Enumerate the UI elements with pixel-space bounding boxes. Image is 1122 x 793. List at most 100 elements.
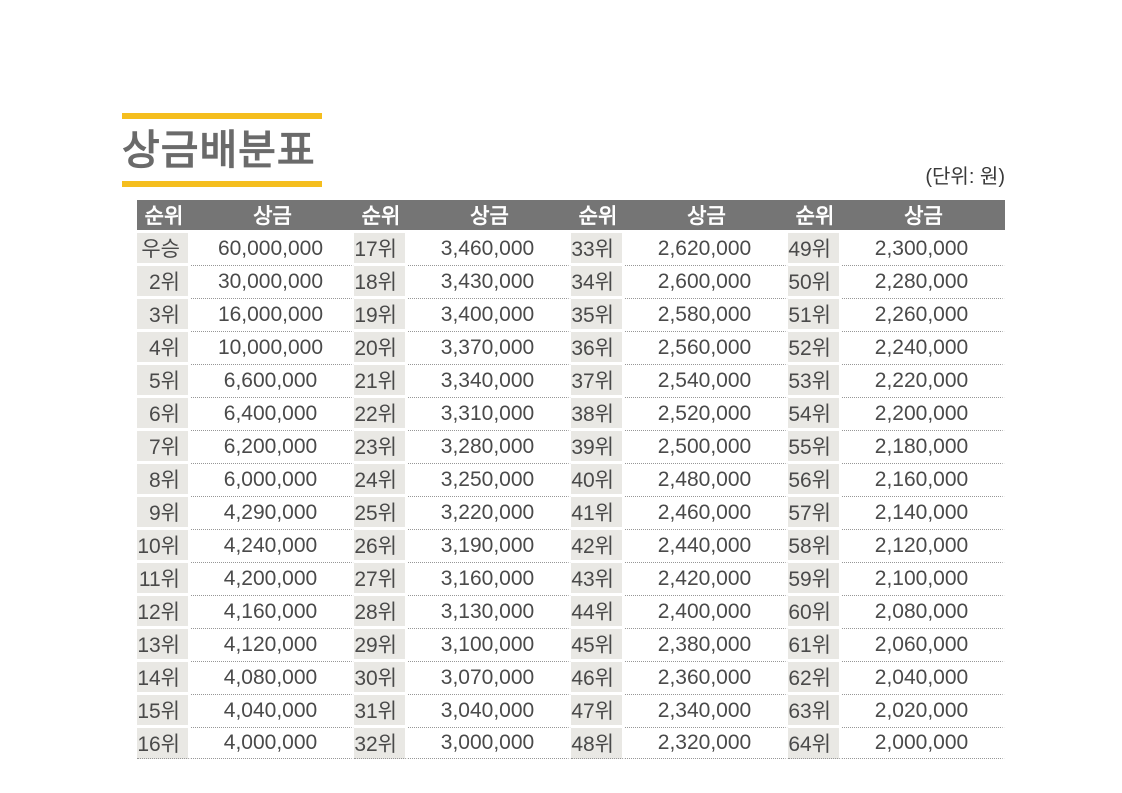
rank-cell: 33위 [571,233,625,266]
prize-amount-cell: 2,440,000 [625,530,788,563]
prize-table-row: 7위 6,200,000 23위 3,280,000 39위 2,500,000 55위 2,… [137,431,1005,464]
column-header-prize: 상금 [842,200,1005,233]
column-header-rank: 순위 [137,200,191,233]
rank-cell: 31위 [354,695,408,728]
rank-cell: 16위 [137,728,191,759]
rank-cell: 29위 [354,629,408,662]
rank-cell: 6위 [137,398,191,431]
prize-table-row: 5위 6,600,000 21위 3,340,000 37위 2,540,000 53위 2,… [137,365,1005,398]
page-title: 상금배분표 [122,127,316,173]
prize-table-row: 15위 4,040,000 31위 3,040,000 47위 2,340,000 63위 2… [137,695,1005,728]
rank-cell: 51위 [788,299,842,332]
rank-cell: 48위 [571,728,625,759]
prize-amount-cell: 3,000,000 [408,728,571,759]
rank-cell: 55위 [788,431,842,464]
rank-cell: 35위 [571,299,625,332]
prize-amount-cell: 4,000,000 [191,728,354,759]
rank-cell: 30위 [354,662,408,695]
rank-cell: 24위 [354,464,408,497]
rank-cell: 49위 [788,233,842,266]
rank-cell: 19위 [354,299,408,332]
prize-amount-cell: 2,380,000 [625,629,788,662]
prize-amount-cell: 3,040,000 [408,695,571,728]
prize-amount-cell: 3,250,000 [408,464,571,497]
rank-cell: 64위 [788,728,842,759]
prize-table-row: 4위 10,000,000 20위 3,370,000 36위 2,560,000 52위 2… [137,332,1005,365]
prize-table-header-row: 순위 상금 순위 상금 순위 상금 순위 상금 [137,200,1005,233]
prize-table-row: 우승 60,000,000 17위 3,460,000 33위 2,620,000 49위 2… [137,233,1005,266]
rank-cell: 우승 [137,233,191,266]
prize-table-row: 6위 6,400,000 22위 3,310,000 38위 2,520,000 54위 2,… [137,398,1005,431]
prize-amount-cell: 3,220,000 [408,497,571,530]
prize-amount-cell: 4,200,000 [191,563,354,596]
rank-cell: 32위 [354,728,408,759]
prize-table-row: 16위 4,000,000 32위 3,000,000 48위 2,320,000 64위 2… [137,728,1005,759]
prize-amount-cell: 2,180,000 [842,431,1005,464]
rank-cell: 37위 [571,365,625,398]
prize-table: 순위 상금 순위 상금 순위 상금 순위 상금 우승 60,000,000 17위 3… [137,200,1005,759]
rank-cell: 10위 [137,530,191,563]
rank-cell: 3위 [137,299,191,332]
title-block: 상금배분표 [122,113,322,187]
prize-amount-cell: 3,340,000 [408,365,571,398]
prize-amount-cell: 2,300,000 [842,233,1005,266]
prize-amount-cell: 2,360,000 [625,662,788,695]
title-accent-line-bottom [122,181,322,187]
rank-cell: 18위 [354,266,408,299]
prize-amount-cell: 2,600,000 [625,266,788,299]
prize-amount-cell: 2,480,000 [625,464,788,497]
prize-table-row: 13위 4,120,000 29위 3,100,000 45위 2,380,000 61위 2… [137,629,1005,662]
rank-cell: 27위 [354,563,408,596]
prize-table-body: 우승 60,000,000 17위 3,460,000 33위 2,620,000 49위 2… [137,233,1005,759]
prize-amount-cell: 2,000,000 [842,728,1005,759]
prize-amount-cell: 3,370,000 [408,332,571,365]
rank-cell: 50위 [788,266,842,299]
column-header-prize: 상금 [408,200,571,233]
rank-cell: 25위 [354,497,408,530]
prize-amount-cell: 3,460,000 [408,233,571,266]
prize-amount-cell: 2,540,000 [625,365,788,398]
prize-table-row: 8위 6,000,000 24위 3,250,000 40위 2,480,000 56위 2,… [137,464,1005,497]
rank-cell: 59위 [788,563,842,596]
prize-amount-cell: 2,500,000 [625,431,788,464]
prize-amount-cell: 2,420,000 [625,563,788,596]
prize-amount-cell: 4,160,000 [191,596,354,629]
prize-amount-cell: 2,460,000 [625,497,788,530]
rank-cell: 23위 [354,431,408,464]
rank-cell: 22위 [354,398,408,431]
prize-amount-cell: 3,430,000 [408,266,571,299]
rank-cell: 9위 [137,497,191,530]
prize-amount-cell: 3,130,000 [408,596,571,629]
rank-cell: 54위 [788,398,842,431]
rank-cell: 26위 [354,530,408,563]
rank-cell: 57위 [788,497,842,530]
rank-cell: 40위 [571,464,625,497]
rank-cell: 4위 [137,332,191,365]
prize-amount-cell: 2,140,000 [842,497,1005,530]
rank-cell: 14위 [137,662,191,695]
rank-cell: 62위 [788,662,842,695]
prize-amount-cell: 2,520,000 [625,398,788,431]
prize-amount-cell: 2,060,000 [842,629,1005,662]
rank-cell: 38위 [571,398,625,431]
rank-cell: 46위 [571,662,625,695]
prize-amount-cell: 2,100,000 [842,563,1005,596]
rank-cell: 56위 [788,464,842,497]
rank-cell: 15위 [137,695,191,728]
rank-cell: 20위 [354,332,408,365]
rank-cell: 34위 [571,266,625,299]
column-header-rank: 순위 [571,200,625,233]
rank-cell: 41위 [571,497,625,530]
prize-amount-cell: 4,080,000 [191,662,354,695]
rank-cell: 11위 [137,563,191,596]
rank-cell: 42위 [571,530,625,563]
prize-amount-cell: 3,070,000 [408,662,571,695]
rank-cell: 45위 [571,629,625,662]
prize-amount-cell: 6,600,000 [191,365,354,398]
prize-amount-cell: 2,320,000 [625,728,788,759]
prize-amount-cell: 2,580,000 [625,299,788,332]
prize-amount-cell: 6,200,000 [191,431,354,464]
rank-cell: 5위 [137,365,191,398]
prize-amount-cell: 3,100,000 [408,629,571,662]
prize-amount-cell: 3,280,000 [408,431,571,464]
